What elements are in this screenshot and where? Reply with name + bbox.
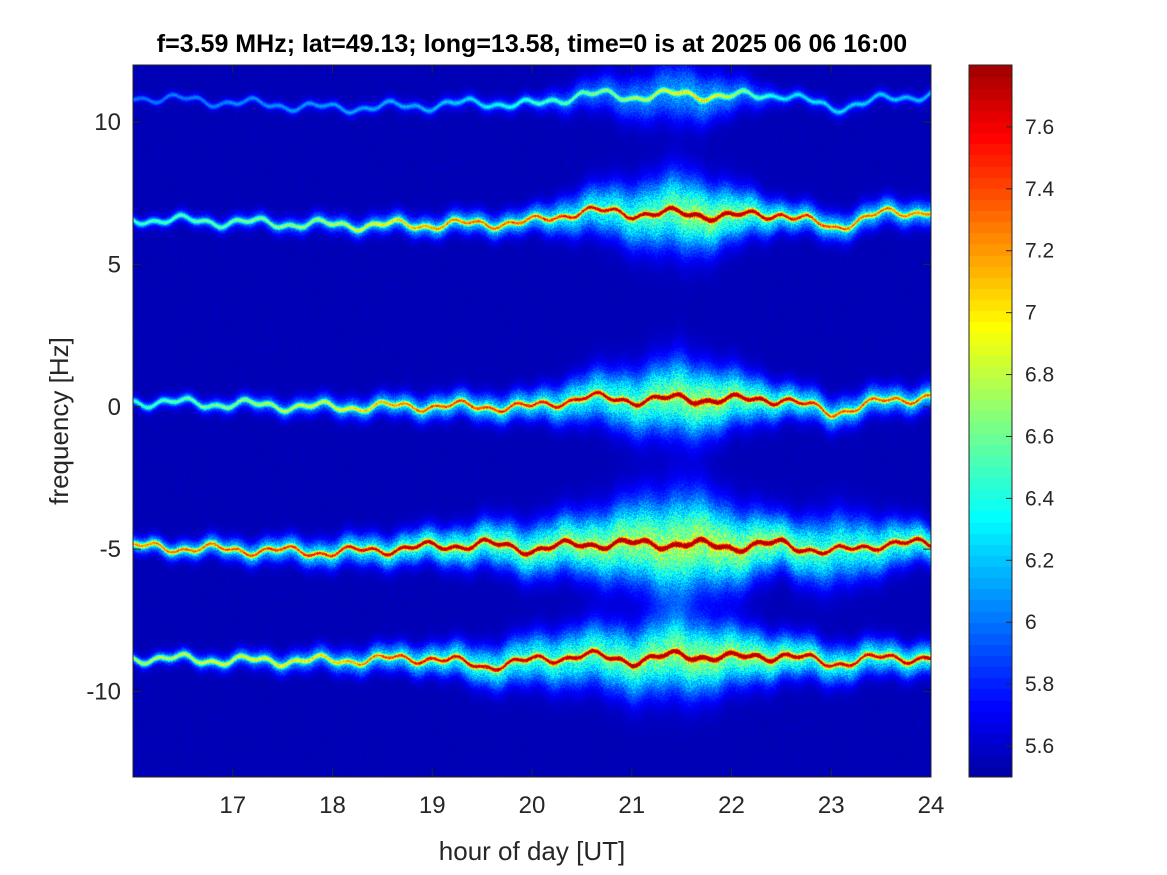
y-tick-label: -5: [100, 536, 121, 563]
y-tick-label: 10: [94, 109, 121, 136]
x-axis: 17 18 19 20 21 22 23 24: [219, 65, 944, 819]
y-tick-label: 0: [108, 394, 121, 421]
colorbar-tick-label: 7.6: [1025, 116, 1054, 139]
x-tick-label: 17: [219, 792, 246, 819]
colorbar-tick-label: 5.6: [1025, 735, 1054, 758]
x-tick-label: 22: [718, 792, 745, 819]
colorbar-tick-label: 5.8: [1025, 673, 1054, 696]
colorbar-ticks: 5.6 5.8 6 6.2 6.4 6.6 6.8 7 7.2 7.4 7.6: [1006, 116, 1055, 758]
x-tick-label: 24: [918, 792, 945, 819]
y-tick-label: 5: [108, 251, 121, 278]
chart-title: f=3.59 MHz; lat=49.13; long=13.58, time=…: [157, 30, 907, 58]
heatmap-canvas: [133, 65, 931, 777]
colorbar-gradient: [969, 65, 1012, 777]
colorbar-frame: [968, 64, 1013, 778]
x-tick-label: 23: [818, 792, 845, 819]
colorbar: 5.6 5.8 6 6.2 6.4 6.6 6.8 7 7.2 7.4 7.6: [968, 64, 1055, 778]
colorbar-tick-label: 7: [1025, 302, 1037, 325]
x-tick-label: 19: [419, 792, 446, 819]
x-axis-label: hour of day [UT]: [439, 836, 625, 866]
colorbar-tick-label: 6.4: [1025, 487, 1055, 510]
colorbar-tick-label: 6.2: [1025, 549, 1054, 572]
y-tick-label: -10: [86, 679, 121, 706]
y-axis: -10 -5 0 5 10: [86, 109, 931, 706]
x-tick-label: 18: [319, 792, 346, 819]
colorbar-tick-label: 6: [1025, 611, 1037, 634]
y-axis-label: frequency [Hz]: [44, 337, 74, 505]
colorbar-tick-label: 6.6: [1025, 425, 1054, 448]
colorbar-tick-label: 7.2: [1025, 240, 1054, 263]
colorbar-tick-label: 7.4: [1025, 178, 1055, 201]
x-tick-label: 20: [519, 792, 546, 819]
plot-area: [132, 64, 932, 778]
x-tick-label: 21: [618, 792, 645, 819]
colorbar-tick-label: 6.8: [1025, 364, 1054, 387]
